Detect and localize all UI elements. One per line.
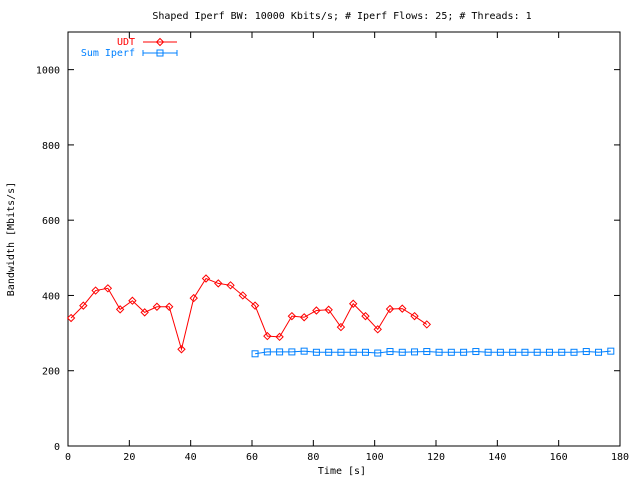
data-point-sum-iperf (435, 348, 443, 356)
data-point-udt (66, 313, 76, 323)
data-point-udt (238, 291, 248, 300)
data-point-sum-iperf (337, 348, 345, 356)
data-point-udt (91, 286, 100, 295)
legend-label-udt: UDT (117, 37, 135, 48)
x-tick-label: 80 (307, 452, 319, 463)
y-tick-label: 0 (54, 442, 60, 453)
data-point-sum-iperf (423, 348, 431, 356)
y-tick-label: 1000 (36, 66, 60, 77)
data-point-udt (115, 305, 125, 314)
legend-marker-sum-iperf (156, 49, 164, 57)
data-point-sum-iperf (484, 348, 492, 356)
data-point-sum-iperf (276, 348, 284, 356)
data-point-sum-iperf (472, 348, 480, 356)
x-tick-label: 40 (185, 452, 197, 463)
data-point-udt (324, 305, 333, 314)
y-tick-label: 200 (42, 367, 60, 378)
data-point-udt (422, 320, 432, 329)
x-tick-label: 120 (427, 452, 445, 463)
series-line-udt (70, 277, 428, 352)
series-group (66, 274, 615, 358)
data-point-udt (140, 308, 149, 317)
data-point-udt (299, 313, 309, 322)
data-point-sum-iperf (325, 348, 333, 356)
data-point-sum-iperf (447, 348, 455, 356)
data-point-udt (410, 311, 419, 321)
data-point-sum-iperf (545, 348, 553, 356)
series-line-sum-iperf (254, 350, 611, 355)
data-point-udt (263, 331, 272, 341)
data-point-udt (287, 311, 297, 321)
y-tick-label: 400 (42, 291, 60, 302)
y-tick-label: 600 (42, 216, 60, 227)
data-point-udt (275, 332, 284, 342)
data-point-udt (336, 322, 346, 332)
data-point-udt (250, 301, 260, 310)
plot-frame (67, 31, 621, 447)
data-point-udt (164, 302, 174, 311)
data-point-sum-iperf (361, 348, 369, 356)
axis-ticks: 0 20 40 60 80 100 120 140 160 180 0 200 400 600 800 100… (36, 32, 629, 463)
x-tick-label: 140 (488, 452, 506, 463)
data-point-sum-iperf (582, 348, 590, 356)
y-tick-label: 800 (42, 141, 60, 152)
data-point-sum-iperf (251, 350, 259, 358)
data-point-sum-iperf (374, 349, 382, 357)
legend-sample-udt (143, 37, 177, 47)
data-point-sum-iperf (521, 348, 529, 356)
data-point-udt (79, 301, 88, 310)
data-point-sum-iperf (496, 348, 504, 356)
data-point-sum-iperf (595, 348, 603, 356)
data-point-udt (348, 299, 358, 308)
legend-sample-sum-iperf (142, 49, 178, 57)
data-point-sum-iperf (509, 348, 517, 356)
data-point-sum-iperf (288, 348, 296, 356)
data-point-udt (201, 274, 211, 283)
legend-marker-udt (155, 37, 165, 47)
data-point-sum-iperf (570, 348, 578, 356)
data-point-sum-iperf (398, 348, 406, 356)
x-tick-label: 0 (65, 452, 71, 463)
x-tick-label: 60 (246, 452, 258, 463)
data-point-sum-iperf (349, 348, 357, 356)
data-point-sum-iperf (411, 348, 419, 356)
data-point-sum-iperf (460, 348, 468, 356)
data-point-udt (128, 296, 137, 305)
data-point-udt (312, 306, 321, 315)
data-point-udt (226, 281, 235, 290)
x-tick-label: 100 (366, 452, 384, 463)
chart-title: Shaped Iperf BW: 10000 Kbits/s; # Iperf … (152, 11, 531, 22)
data-point-udt (103, 284, 113, 293)
x-tick-label: 180 (611, 452, 629, 463)
data-point-udt (152, 302, 162, 311)
data-point-sum-iperf (300, 347, 308, 355)
data-point-udt (189, 293, 198, 303)
x-axis-label: Time [s] (318, 466, 366, 477)
x-tick-label: 160 (550, 452, 568, 463)
data-point-sum-iperf (386, 348, 394, 356)
data-point-sum-iperf (263, 348, 271, 356)
legend: UDT Sum Iperf (81, 37, 178, 59)
data-point-udt (361, 311, 370, 321)
data-point-sum-iperf (607, 347, 615, 355)
y-axis-label: Bandwidth [Mbits/s] (6, 182, 17, 296)
legend-label-sum-iperf: Sum Iperf (81, 48, 135, 59)
data-point-sum-iperf (312, 348, 320, 356)
data-point-udt (398, 304, 407, 313)
data-point-udt (177, 345, 186, 354)
data-point-udt (373, 325, 382, 334)
data-point-udt (214, 279, 223, 288)
data-point-sum-iperf (533, 348, 541, 356)
data-point-udt (385, 304, 395, 314)
data-point-sum-iperf (558, 348, 566, 356)
x-tick-label: 20 (123, 452, 135, 463)
